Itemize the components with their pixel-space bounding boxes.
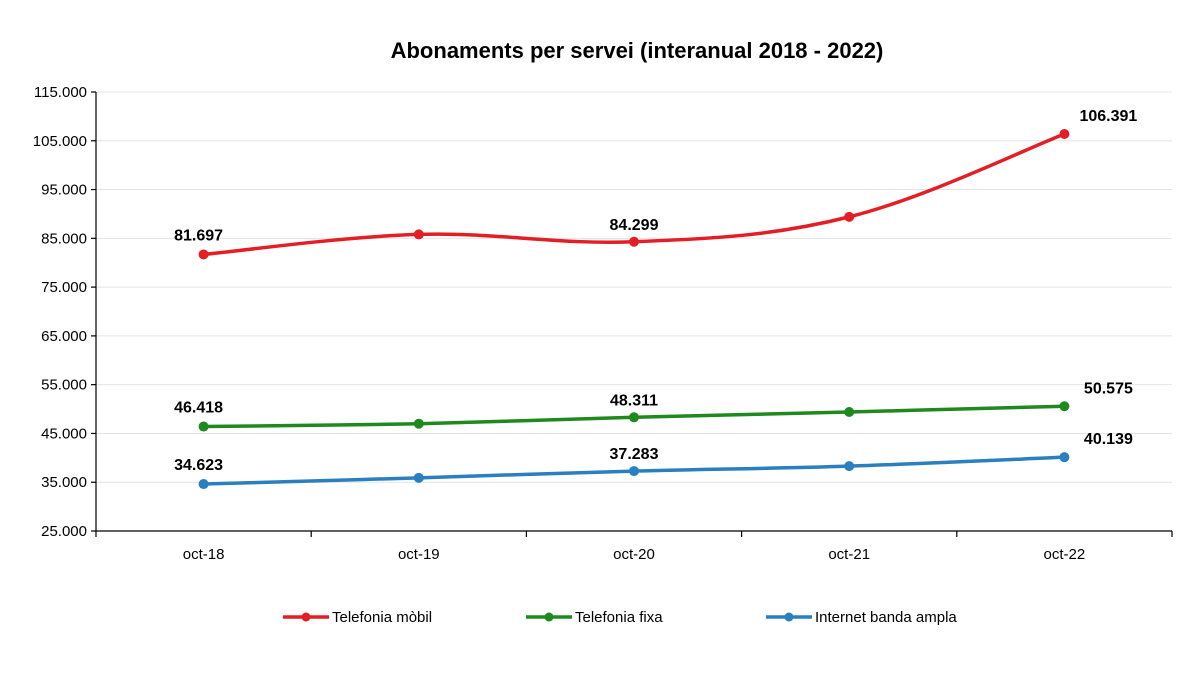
y-tick-label: 75.000: [41, 279, 87, 296]
data-point-telefonia-fixa: [198, 421, 209, 432]
axis-layer: 25.000 35.000 45.000 55.000 65.000 75.000 85.0…: [33, 84, 1173, 563]
y-tick-label: 115.000: [34, 84, 87, 101]
data-label: 40.139: [1084, 431, 1133, 448]
data-point-internet-banda-ampla: [413, 472, 424, 483]
y-tick-label: 55.000: [41, 377, 87, 394]
x-tick-label: oct-18: [183, 546, 225, 563]
data-label: 50.575: [1084, 380, 1133, 397]
data-label: 81.697: [174, 227, 223, 244]
legend: Telefonia mòbil Telefonia fixa Internet ba…: [283, 609, 957, 626]
data-label: 34.623: [174, 457, 223, 474]
data-point-internet-banda-ampla: [844, 461, 855, 472]
data-point-telefonia-fixa: [629, 412, 639, 423]
series-line-telefonia-m-bil: [201, 132, 1067, 257]
y-tick-label: 85.000: [41, 230, 87, 247]
data-point-telefonia-fixa: [844, 406, 855, 417]
legend-label-telefonia-fixa: Telefonia fixa: [575, 609, 663, 626]
data-point-telefonia-fixa: [413, 418, 424, 429]
data-label-layer: 81.697 84.299 106.391 46.418 48.311 50.575 34.…: [174, 108, 1137, 474]
x-tick-label: oct-21: [828, 546, 870, 563]
y-tick-label: 65.000: [41, 328, 87, 345]
data-point-telefonia-m-bil: [844, 211, 855, 222]
data-point-internet-banda-ampla: [1059, 452, 1070, 463]
data-point-telefonia-fixa: [1059, 401, 1070, 412]
data-label: 106.391: [1079, 108, 1137, 125]
data-point-internet-banda-ampla: [629, 466, 639, 477]
grid-layer: [96, 91, 1172, 483]
data-point-telefonia-m-bil: [629, 236, 639, 247]
legend-marker-telefonia-fixa: [544, 612, 554, 622]
data-point-telefonia-m-bil: [198, 249, 209, 260]
x-tick-label: oct-19: [398, 546, 440, 563]
y-tick-label: 35.000: [41, 474, 87, 491]
data-label: 48.311: [610, 392, 658, 409]
y-tick-label: 45.000: [41, 425, 87, 442]
legend-marker-telefonia-m-bil: [301, 612, 311, 622]
legend-marker-internet-banda-ampla: [784, 612, 794, 622]
data-label: 37.283: [610, 446, 659, 463]
y-tick-label: 105.000: [33, 133, 87, 150]
data-point-telefonia-m-bil: [1059, 128, 1070, 139]
x-tick-label: oct-22: [1044, 546, 1086, 563]
data-point-internet-banda-ampla: [198, 479, 209, 490]
chart-title: Abonaments per servei (interanual 2018 -…: [391, 38, 884, 63]
legend-label-internet-banda-ampla: Internet banda ampla: [815, 609, 957, 626]
legend-label-telefonia-m-bil: Telefonia mòbil: [332, 609, 432, 626]
y-tick-label: 95.000: [41, 182, 87, 199]
data-label: 46.418: [174, 400, 223, 417]
x-tick-label: oct-20: [613, 546, 655, 563]
y-tick-label: 25.000: [41, 523, 87, 540]
series-layer: [198, 128, 1070, 490]
data-point-telefonia-m-bil: [413, 229, 424, 240]
data-label: 84.299: [610, 217, 659, 234]
